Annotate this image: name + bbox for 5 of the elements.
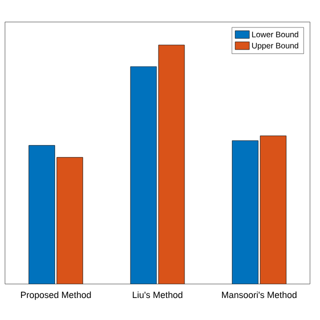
legend-label: Upper Bound: [252, 42, 298, 50]
legend-label: Lower Bound: [252, 31, 298, 38]
x-tick-label: Proposed Method: [21, 291, 91, 300]
x-tick-label: Liu's Method: [132, 291, 182, 298]
x-tick-label: Mansoori's Method: [222, 291, 296, 298]
